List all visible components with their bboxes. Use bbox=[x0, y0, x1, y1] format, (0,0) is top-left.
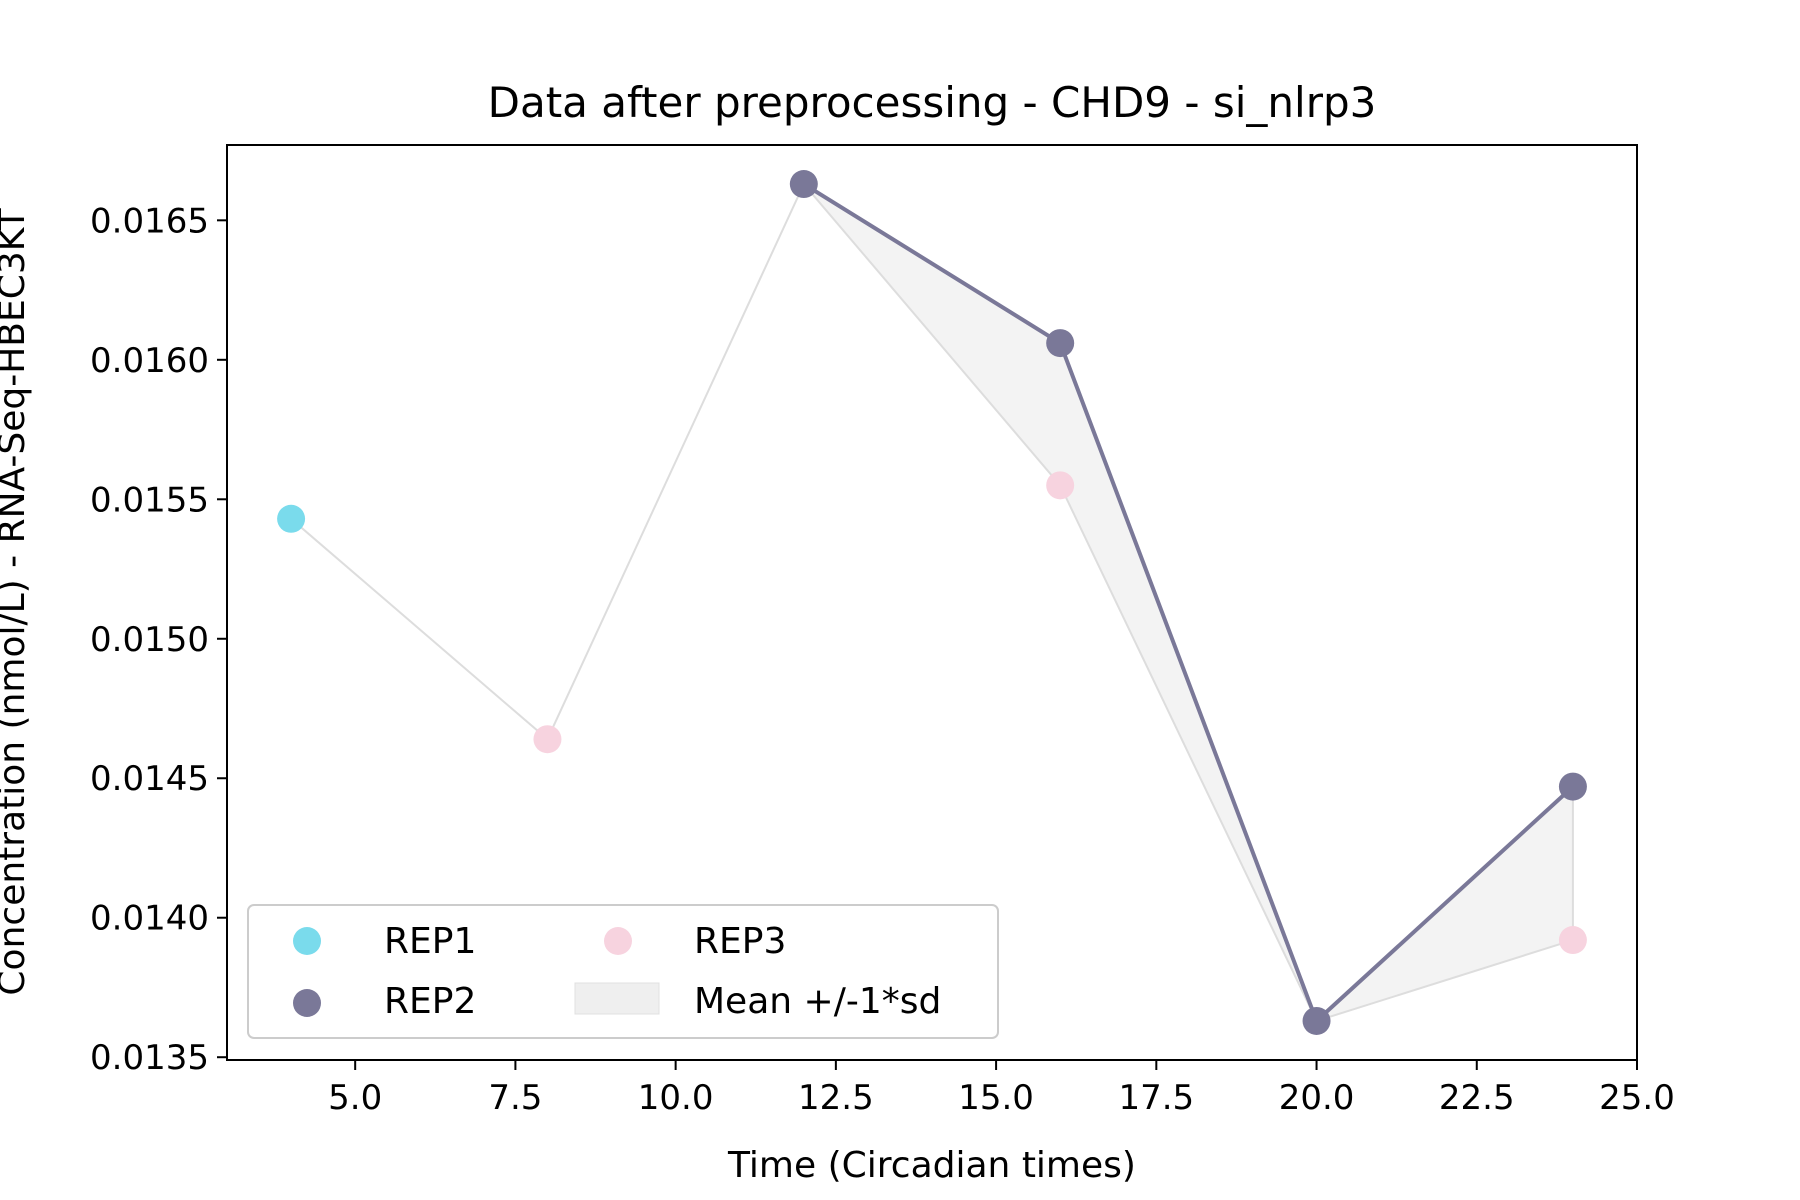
y-tick-label: 0.0155 bbox=[90, 480, 209, 520]
point-rep2-2 bbox=[1302, 1006, 1331, 1035]
sd-band bbox=[290, 182, 1574, 1023]
x-tick-label: 5.0 bbox=[328, 1078, 382, 1118]
y-tick-label: 0.0135 bbox=[90, 1038, 209, 1078]
point-rep3-2 bbox=[1558, 926, 1587, 955]
legend-label-rep2: REP2 bbox=[384, 981, 476, 1022]
x-tick-label: 25.0 bbox=[1599, 1078, 1675, 1118]
legend: REP1 REP2 REP3 Mean +/-1*sd bbox=[247, 904, 999, 1039]
plot-frame bbox=[226, 144, 1638, 1061]
legend-label-band: Mean +/-1*sd bbox=[694, 981, 941, 1022]
x-tick-label: 12.5 bbox=[798, 1078, 874, 1118]
legend-label-rep3: REP3 bbox=[694, 921, 786, 962]
series-lines bbox=[802, 182, 1575, 1025]
legend-marker-band bbox=[574, 982, 660, 1015]
sd-band-area bbox=[290, 182, 1574, 1023]
legend-label-rep1: REP1 bbox=[384, 921, 476, 962]
y-tick-label: 0.0160 bbox=[90, 341, 209, 381]
legend-marker-rep2 bbox=[293, 989, 321, 1017]
y-tick-label: 0.0140 bbox=[90, 899, 209, 939]
point-rep1-0 bbox=[277, 504, 306, 533]
y-tick-label: 0.0165 bbox=[90, 201, 209, 241]
y-axis-ticks: 0.0135 0.0140 0.0145 0.0150 0.0155 0.0160 0.01… bbox=[90, 201, 227, 1078]
point-rep2-0 bbox=[789, 170, 818, 199]
chart-title: Data after preprocessing - CHD9 - si_nlr… bbox=[488, 78, 1377, 127]
point-rep3-1 bbox=[1046, 471, 1075, 500]
legend-marker-rep1 bbox=[293, 927, 321, 955]
y-axis-label: Concentration (nmol/L) - RNA-Seq-HBEC3KT bbox=[0, 207, 33, 995]
point-rep2-1 bbox=[1046, 329, 1075, 358]
x-tick-label: 17.5 bbox=[1118, 1078, 1194, 1118]
y-tick-label: 0.0150 bbox=[90, 620, 209, 660]
x-tick-label: 15.0 bbox=[958, 1078, 1034, 1118]
x-tick-label: 20.0 bbox=[1279, 1078, 1355, 1118]
x-tick-label: 10.0 bbox=[638, 1078, 714, 1118]
y-tick-label: 0.0145 bbox=[90, 759, 209, 799]
point-rep3-0 bbox=[533, 725, 562, 754]
x-axis-ticks: 5.0 7.5 10.0 12.5 15.0 17.5 20.0 22.5 25.0 bbox=[328, 1060, 1675, 1118]
data-points bbox=[277, 170, 1587, 1035]
x-tick-label: 7.5 bbox=[488, 1078, 542, 1118]
series-line-rep2 bbox=[802, 182, 1575, 1025]
legend-marker-rep3 bbox=[604, 927, 632, 955]
x-tick-label: 22.5 bbox=[1439, 1078, 1515, 1118]
point-rep2-3 bbox=[1558, 772, 1587, 801]
legend-frame bbox=[247, 904, 999, 1039]
x-axis-label: Time (Circadian times) bbox=[727, 1145, 1136, 1186]
